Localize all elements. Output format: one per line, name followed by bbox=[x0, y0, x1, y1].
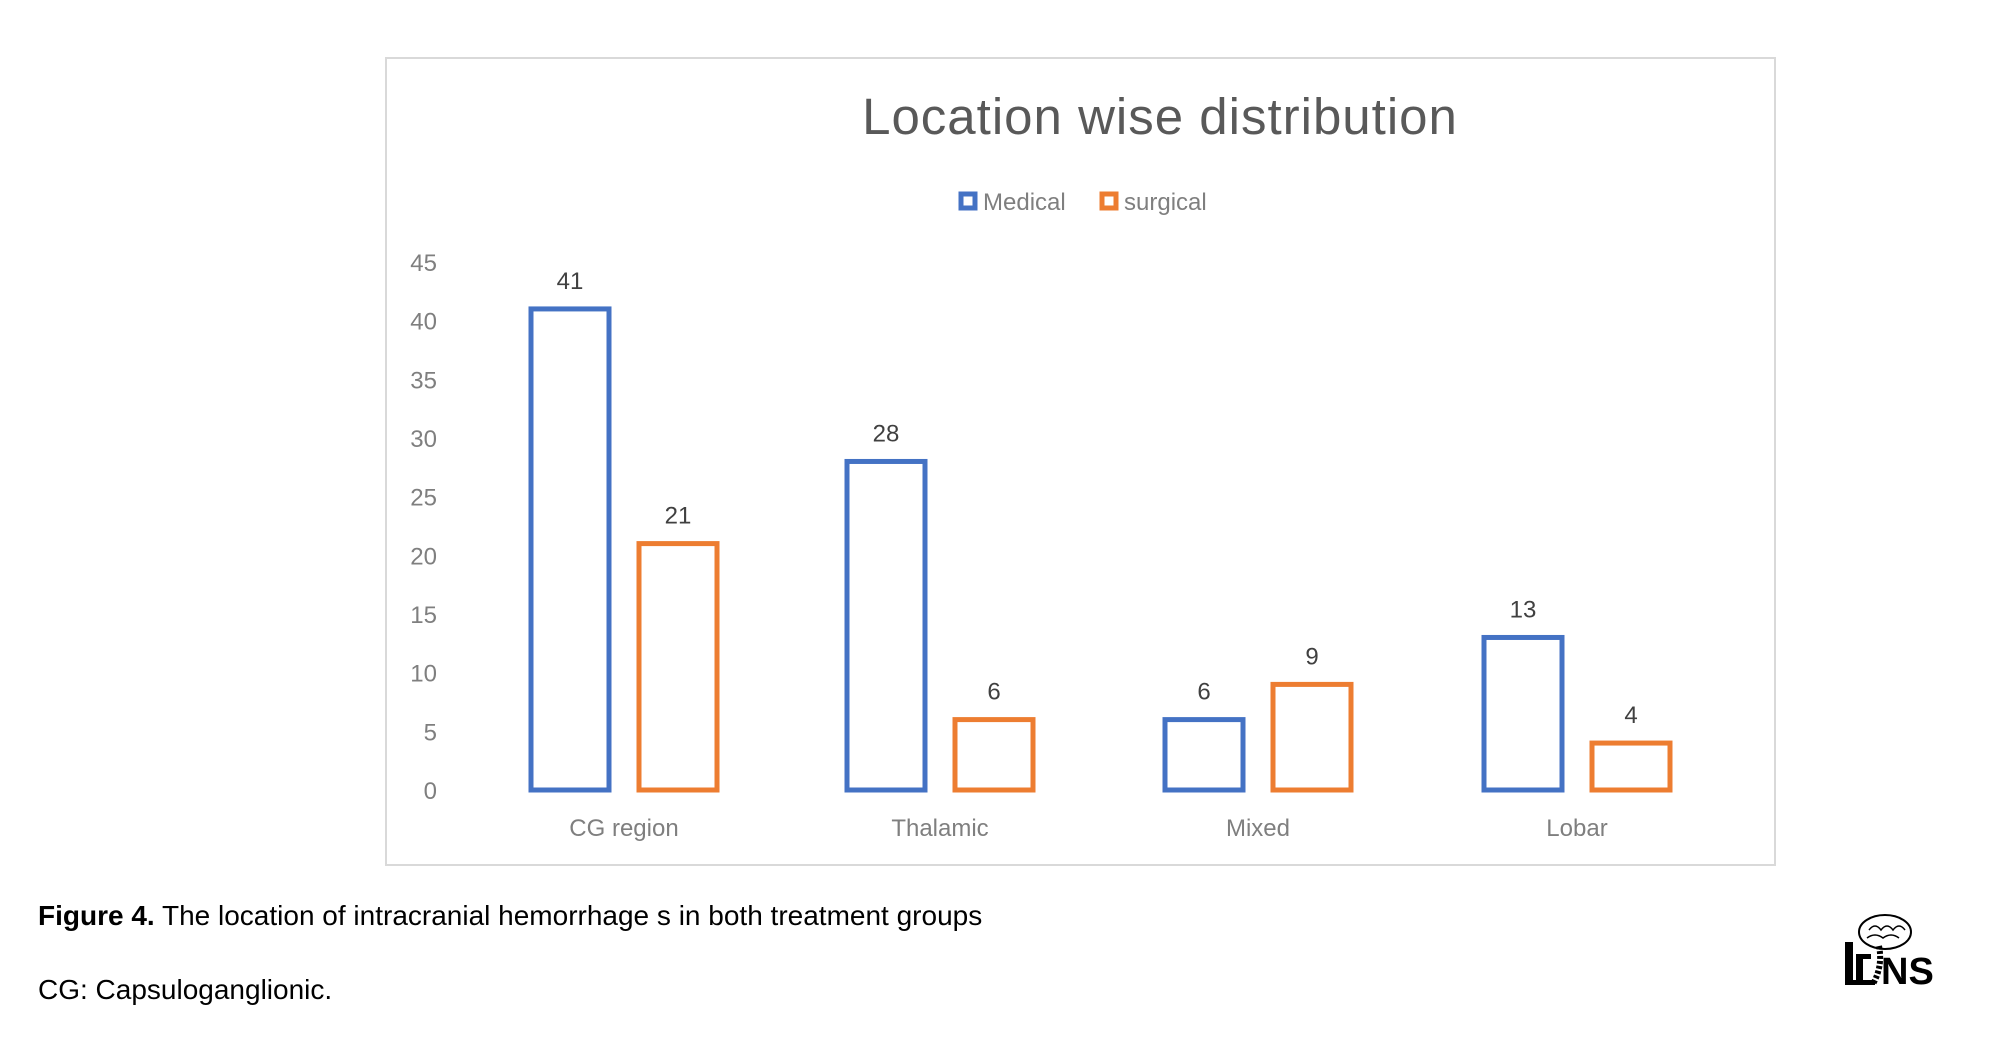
data-label: 6 bbox=[987, 679, 1000, 706]
y-tick-label: 15 bbox=[410, 602, 437, 629]
y-tick-label: 10 bbox=[410, 661, 437, 688]
y-tick-label: 20 bbox=[410, 543, 437, 570]
irjns-logo: NS bbox=[1845, 914, 1934, 993]
y-tick-label: 25 bbox=[410, 485, 437, 512]
legend-swatch-surgical bbox=[1099, 191, 1119, 211]
y-tick-label: 35 bbox=[410, 367, 437, 394]
figure-label: Figure 4. bbox=[38, 900, 155, 931]
bar-medical-2 bbox=[1162, 717, 1246, 793]
y-tick-label: 40 bbox=[410, 309, 437, 336]
data-label: 4 bbox=[1624, 702, 1637, 729]
data-label: 41 bbox=[557, 268, 584, 295]
bar-medical-3 bbox=[1481, 634, 1565, 793]
bar-medical-0 bbox=[528, 306, 612, 793]
x-tick-label: Lobar bbox=[1546, 815, 1607, 842]
y-tick-label: 5 bbox=[424, 719, 437, 746]
y-tick-label: 30 bbox=[410, 426, 437, 453]
x-tick-label: Mixed bbox=[1226, 815, 1290, 842]
legend: Medical surgical bbox=[958, 189, 1207, 216]
figure-caption: Figure 4. The location of intracranial h… bbox=[38, 900, 982, 932]
bar-surgical-0 bbox=[636, 541, 720, 793]
bars: 41 28 6 13 21 6 9 4 bbox=[528, 268, 1673, 793]
data-label: 13 bbox=[1510, 596, 1537, 623]
chart-title: Location wise distribution bbox=[862, 88, 1458, 145]
y-tick-label: 45 bbox=[410, 250, 437, 277]
y-axis: 0 5 10 15 20 25 30 35 40 45 bbox=[410, 250, 437, 805]
bar-surgical-3 bbox=[1589, 740, 1673, 793]
bar-surgical-1 bbox=[952, 717, 1036, 793]
data-label: 28 bbox=[873, 420, 900, 447]
chart-frame bbox=[385, 57, 1776, 866]
legend-label-surgical: surgical bbox=[1124, 189, 1207, 216]
legend-label-medical: Medical bbox=[983, 189, 1066, 216]
caption-text: The location of intracranial hemorrhage … bbox=[154, 900, 983, 931]
x-axis: CG region Thalamic Mixed Lobar bbox=[569, 815, 1607, 842]
legend-swatch-medical bbox=[958, 191, 978, 211]
data-label: 6 bbox=[1197, 679, 1210, 706]
data-label: 21 bbox=[665, 503, 692, 530]
svg-text:NS: NS bbox=[1881, 951, 1934, 993]
bar-medical-1 bbox=[844, 458, 928, 793]
bar-surgical-2 bbox=[1270, 681, 1354, 793]
x-tick-label: Thalamic bbox=[891, 815, 988, 842]
y-tick-label: 0 bbox=[424, 778, 437, 805]
data-label: 9 bbox=[1305, 643, 1318, 670]
caption-note: CG: Capsuloganglionic. bbox=[38, 974, 333, 1005]
x-tick-label: CG region bbox=[569, 815, 678, 842]
